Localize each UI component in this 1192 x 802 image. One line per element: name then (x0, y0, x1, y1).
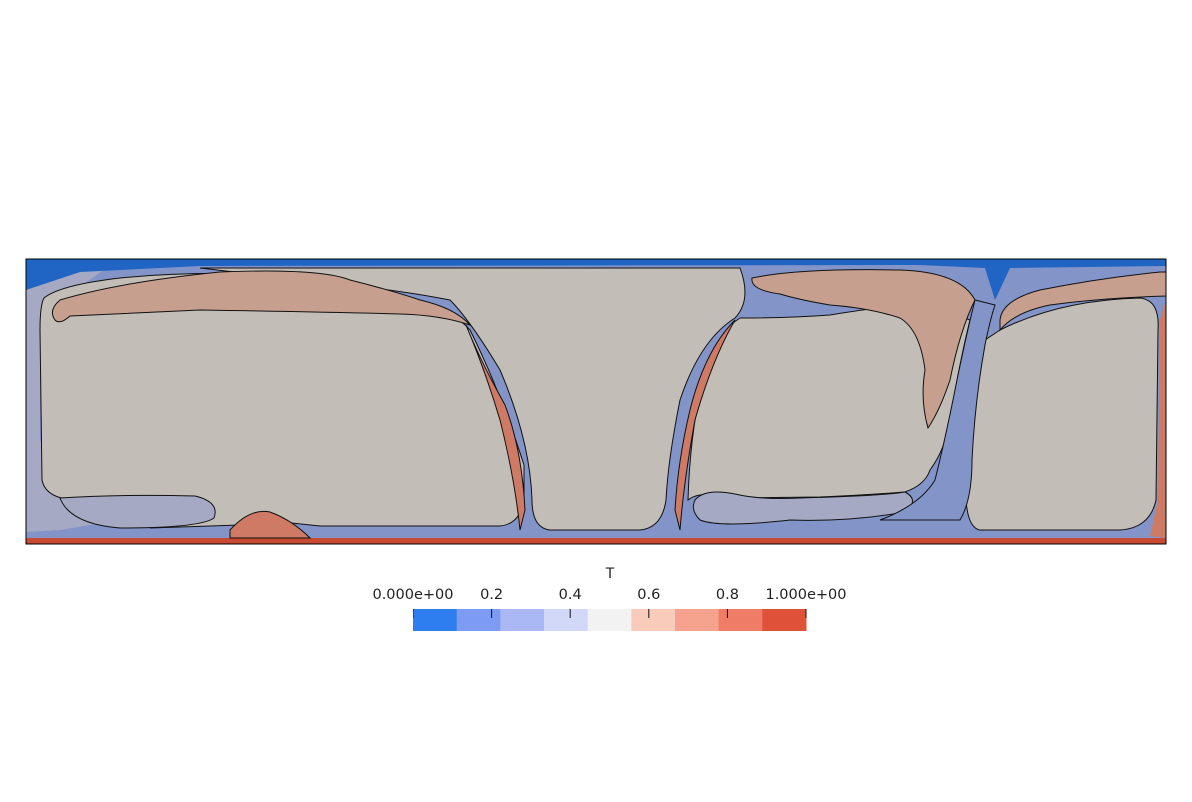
warm-plume-far-right (999, 271, 1166, 332)
colorbar-tick-label: 0.8 (715, 587, 739, 603)
colorbar-tick-label: 0.6 (637, 587, 661, 603)
hot-bump-bottom (229, 510, 312, 539)
colorbar-title: T (605, 566, 615, 582)
colorbar-bin (631, 609, 676, 631)
colorbar-bin (675, 609, 720, 631)
colorbar-bin (544, 609, 589, 631)
colorbar-bin (587, 609, 632, 631)
colorbar-bin (718, 609, 763, 631)
colorbar-tick-label: 0.4 (558, 587, 582, 603)
right-wall-hot-band (1150, 300, 1166, 538)
colorbar-tick-label: 0.000e+00 (372, 587, 454, 603)
colorbar (413, 609, 807, 631)
bottom-hot-layer (26, 538, 1166, 544)
colorbar-bin (456, 609, 501, 631)
cool-band-right-descent (879, 299, 996, 521)
colorbar-tick-label: 0.2 (480, 587, 504, 603)
colorbar-bin (762, 609, 807, 631)
colorbar-bin (500, 609, 545, 631)
top-cold-layer (26, 259, 1166, 300)
warm-plume-top-left (51, 270, 472, 327)
cool-pocket-left (59, 494, 216, 529)
convection-cell-center (199, 267, 746, 531)
cool-pocket-right (692, 491, 913, 525)
temperature-domain (26, 259, 1166, 544)
colorbar-bin (413, 609, 458, 631)
warm-plume-top-right (751, 269, 976, 430)
hot-streak-right (674, 319, 736, 531)
colorbar-tick-label: 1.000e+00 (765, 587, 847, 603)
domain-border (25, 258, 1167, 545)
hot-streak-left (465, 324, 526, 531)
